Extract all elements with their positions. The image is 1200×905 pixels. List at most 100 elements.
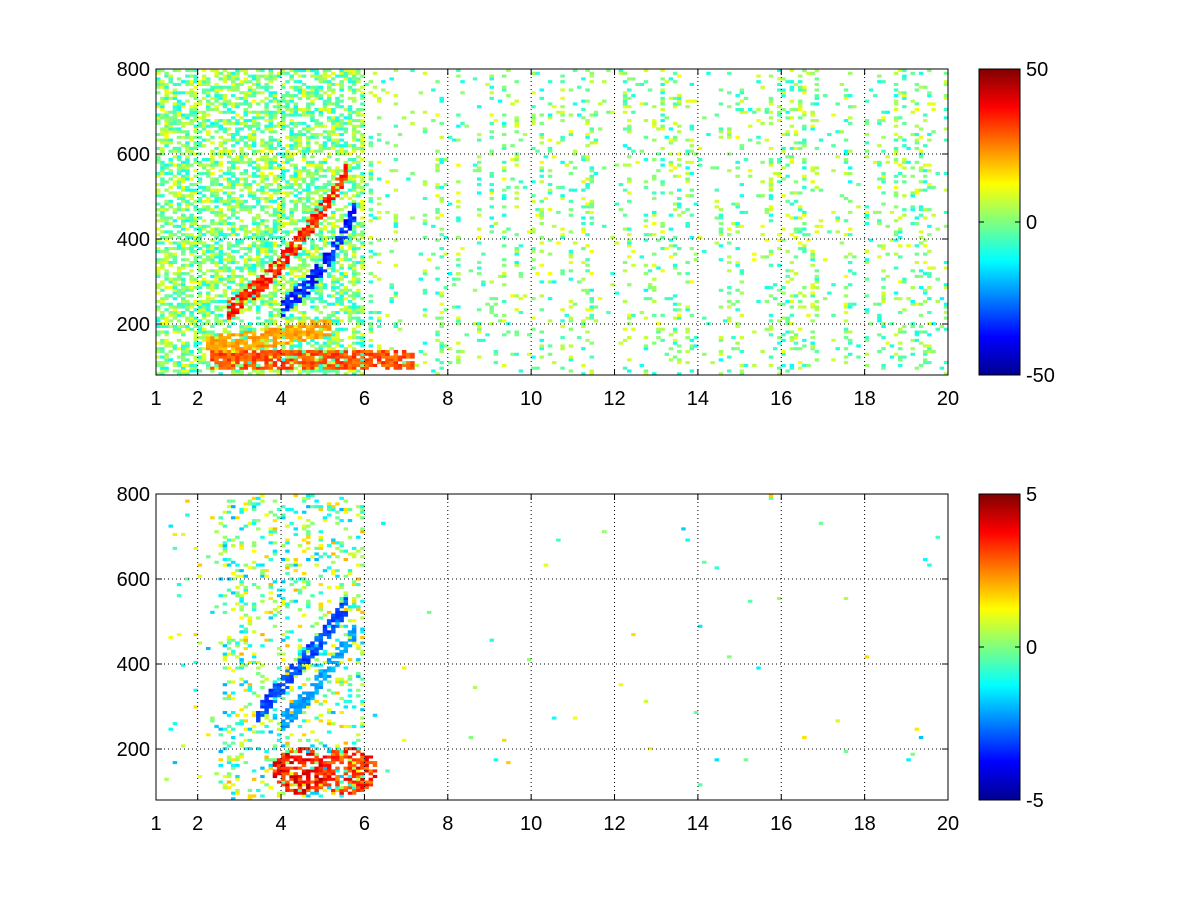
heatmap-cell (235, 102, 240, 106)
heatmap-cell (318, 210, 324, 214)
heatmap-cell (189, 188, 194, 192)
heatmap-cell (197, 208, 203, 212)
heatmap-cell (276, 138, 282, 142)
heatmap-cell (185, 144, 190, 148)
heatmap-cell (797, 116, 803, 120)
heatmap-cell (247, 322, 253, 326)
heatmap-cell (160, 160, 165, 164)
heatmap-cell (231, 174, 236, 178)
heatmap-cell (347, 263, 353, 267)
heatmap-cell (172, 69, 178, 73)
heatmap-cell (306, 358, 311, 362)
heatmap-cell (218, 213, 223, 217)
heatmap-cell (785, 155, 790, 159)
heatmap-cell (189, 74, 194, 78)
heatmap-cell (422, 110, 428, 114)
heatmap-cell (306, 283, 311, 287)
heatmap-cell (368, 344, 374, 348)
heatmap-cell (664, 352, 670, 356)
heatmap-cell (768, 180, 774, 184)
heatmap-cell (339, 146, 344, 150)
heatmap-cell (156, 238, 161, 242)
heatmap-cell (335, 116, 340, 120)
heatmap-cell (593, 319, 599, 323)
heatmap-cell (531, 249, 536, 253)
heatmap-cell (393, 324, 399, 329)
heatmap-cell (251, 119, 257, 123)
heatmap-cell (693, 336, 699, 340)
heatmap-cell (218, 227, 223, 231)
heatmap-cell (247, 299, 253, 303)
heatmap-cell (231, 372, 236, 376)
heatmap-cell (351, 74, 357, 78)
heatmap-cell (610, 235, 615, 239)
heatmap-cell (589, 180, 594, 184)
heatmap-cell (281, 344, 286, 348)
heatmap-cell (672, 174, 678, 178)
heatmap-cell (185, 158, 190, 162)
heatmap-cell (435, 333, 440, 337)
heatmap-cell (247, 283, 253, 287)
heatmap-cell (251, 99, 257, 103)
heatmap-cell (326, 110, 332, 114)
heatmap-cell (843, 319, 849, 323)
heatmap-cell (276, 269, 282, 273)
heatmap-cell (206, 230, 211, 234)
heatmap-cell (351, 235, 357, 239)
heatmap-cell (339, 208, 344, 212)
heatmap-cell (276, 227, 282, 231)
heatmap-cell (539, 141, 544, 145)
heatmap-cell (201, 330, 207, 334)
heatmap-cell (285, 322, 290, 326)
heatmap-cell (285, 249, 290, 253)
heatmap-cell (264, 319, 269, 323)
heatmap-cell (318, 74, 324, 78)
heatmap-cell (335, 244, 340, 248)
heatmap-cell (276, 244, 282, 248)
heatmap-cell (156, 333, 161, 337)
heatmap-cell (181, 130, 186, 134)
heatmap-cell (456, 355, 461, 359)
heatmap-cell (827, 230, 832, 234)
heatmap-cell (360, 363, 365, 367)
heatmap-cell (893, 124, 899, 128)
heatmap-cell (243, 180, 249, 184)
heatmap-cell (264, 324, 269, 329)
heatmap-cell (514, 196, 519, 201)
heatmap-cell (276, 196, 282, 201)
heatmap-cell (256, 366, 261, 370)
heatmap-cell (247, 269, 253, 273)
heatmap-cell (793, 216, 799, 220)
heatmap-cell (381, 80, 386, 84)
heatmap-cell (189, 110, 194, 114)
heatmap-cell (360, 185, 365, 189)
heatmap-cell (214, 285, 219, 290)
heatmap-cell (260, 352, 265, 356)
heatmap-cell (476, 166, 482, 170)
heatmap-cell (318, 88, 324, 92)
heatmap-cell (268, 263, 274, 267)
heatmap-cell (768, 294, 774, 298)
heatmap-cell (231, 322, 236, 326)
heatmap-cell (351, 291, 357, 295)
heatmap-cell (351, 349, 357, 354)
heatmap-cell (156, 188, 161, 192)
heatmap-cell (306, 191, 311, 195)
heatmap-cell (176, 183, 182, 187)
heatmap-cell (306, 297, 311, 301)
heatmap-cell (239, 82, 244, 86)
heatmap-cell (660, 224, 665, 228)
heatmap-cell (260, 205, 265, 209)
heatmap-cell (318, 266, 324, 270)
heatmap-cell (893, 266, 899, 270)
heatmap-cell (835, 155, 840, 159)
heatmap-cell (235, 316, 240, 320)
heatmap-cell (201, 260, 207, 265)
heatmap-cell (239, 96, 244, 100)
heatmap-cell (172, 121, 178, 125)
heatmap-cell (181, 241, 186, 245)
heatmap-cell (256, 213, 261, 217)
heatmap-cell (276, 263, 282, 267)
heatmap-cell (185, 188, 190, 192)
heatmap-cell (235, 341, 240, 345)
